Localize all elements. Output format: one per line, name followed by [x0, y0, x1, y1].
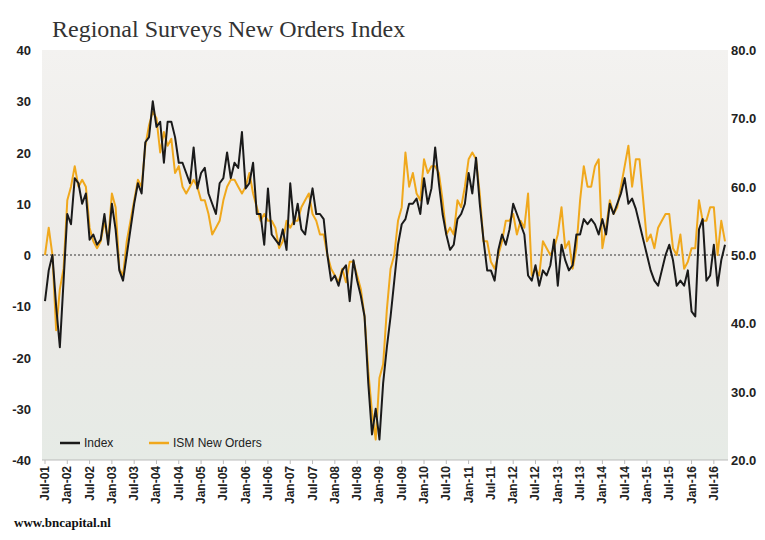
- y2-tick-label: 40.0: [731, 316, 756, 331]
- x-tick-label: Jan-07: [283, 466, 297, 504]
- x-tick: [45, 460, 46, 464]
- x-tick: [557, 460, 558, 464]
- x-tick-label: Jan-03: [105, 466, 119, 504]
- x-tick-label: Jul-10: [439, 466, 453, 501]
- legend-label: Index: [84, 436, 113, 450]
- x-tick: [67, 460, 68, 464]
- x-tick-label: Jan-16: [685, 466, 699, 504]
- x-tick: [357, 460, 358, 464]
- series-group: [45, 101, 725, 439]
- x-tick: [312, 460, 313, 464]
- x-tick: [535, 460, 536, 464]
- x-tick-label: Jan-05: [194, 466, 208, 504]
- y-tick-label: 0: [24, 248, 31, 263]
- x-tick: [646, 460, 647, 464]
- x-tick-label: Jul-16: [707, 466, 721, 501]
- x-tick-label: Jan-08: [328, 466, 342, 504]
- x-tick-label: Jul-04: [172, 466, 186, 501]
- y-tick-label: -20: [12, 351, 31, 366]
- chart: Regional Surveys New Orders Index -40 -30 -…: [0, 0, 765, 540]
- x-tick-label: Jul-02: [83, 466, 97, 501]
- x-tick-label: Jul-07: [306, 466, 320, 501]
- x-tick: [424, 460, 425, 464]
- zero-line: [42, 255, 728, 256]
- x-tick-label: Jul-11: [484, 466, 498, 500]
- x-tick: [580, 460, 581, 464]
- series-line: [45, 101, 725, 439]
- x-tick-label: Jan-15: [640, 466, 654, 504]
- x-tick: [201, 460, 202, 464]
- x-tick-label: Jul-06: [261, 466, 275, 501]
- plot-background: [42, 50, 728, 460]
- x-tick: [468, 460, 469, 464]
- x-tick-label: Jan-02: [60, 466, 74, 504]
- y-tick-label: -40: [12, 453, 31, 468]
- x-tick-label: Jan-04: [149, 466, 163, 504]
- legend-label: ISM New Orders: [173, 436, 262, 450]
- x-tick-label: Jul-05: [216, 466, 230, 501]
- source: www.bncapital.nl: [14, 515, 111, 530]
- legend-swatch: [149, 442, 169, 445]
- x-tick: [669, 460, 670, 464]
- y-tick-label: 20: [17, 146, 31, 161]
- x-tick-label: Jan-09: [372, 466, 386, 504]
- y2-tick-label: 80.0: [731, 43, 756, 58]
- x-tick: [446, 460, 447, 464]
- x-tick-label: Jul-09: [395, 466, 409, 501]
- x-tick: [691, 460, 692, 464]
- x-tick: [245, 460, 246, 464]
- y2-tick-label: 20.0: [731, 453, 756, 468]
- y-tick-label: 10: [17, 197, 31, 212]
- x-tick-label: Jul-08: [350, 466, 364, 501]
- x-tick-label: Jul-14: [618, 466, 632, 501]
- x-tick-label: Jul-01: [38, 466, 52, 501]
- x-tick-label: Jan-06: [239, 466, 253, 504]
- x-tick: [111, 460, 112, 464]
- legend-swatch: [60, 442, 80, 445]
- y-tick-label: 40: [17, 43, 31, 58]
- y-tick-label: -30: [12, 402, 31, 417]
- x-tick: [334, 460, 335, 464]
- y-tick-label: 30: [17, 94, 31, 109]
- x-tick: [401, 460, 402, 464]
- x-tick-label: Jan-10: [417, 466, 431, 504]
- x-tick-label: Jan-14: [595, 466, 609, 504]
- legend: Index ISM New Orders: [60, 436, 262, 450]
- x-tick-label: Jul-15: [662, 466, 676, 501]
- series-line: [45, 112, 725, 440]
- x-tick: [156, 460, 157, 464]
- x-tick: [134, 460, 135, 464]
- y2-tick-label: 30.0: [731, 385, 756, 400]
- y2-tick-label: 60.0: [731, 180, 756, 195]
- x-tick: [290, 460, 291, 464]
- y2-tick-label: 70.0: [731, 111, 756, 126]
- x-tick: [223, 460, 224, 464]
- x-tick: [713, 460, 714, 464]
- x-tick: [490, 460, 491, 464]
- x-tick-label: Jan-11: [462, 466, 476, 504]
- x-tick: [602, 460, 603, 464]
- x-tick: [624, 460, 625, 464]
- x-tick: [89, 460, 90, 464]
- x-tick-label: Jul-12: [528, 466, 542, 501]
- y-tick-label: -10: [12, 299, 31, 314]
- background: [0, 0, 765, 540]
- x-tick-label: Jul-13: [573, 466, 587, 501]
- title: Regional Surveys New Orders Index: [52, 16, 405, 42]
- y2-tick-label: 50.0: [731, 248, 756, 263]
- x-tick-label: Jan-13: [551, 466, 565, 504]
- x-tick: [513, 460, 514, 464]
- x-tick-label: Jul-03: [127, 466, 141, 501]
- x-tick-label: Jan-12: [506, 466, 520, 504]
- x-tick: [379, 460, 380, 464]
- x-tick: [267, 460, 268, 464]
- x-tick: [178, 460, 179, 464]
